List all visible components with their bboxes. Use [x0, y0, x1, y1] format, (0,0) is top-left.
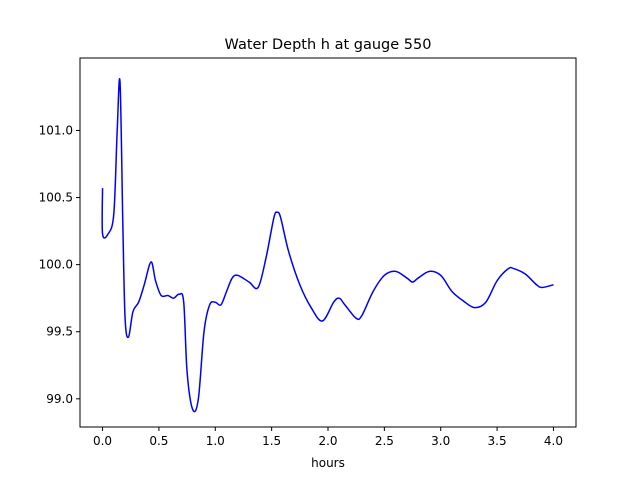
- y-tick-label: 100.5: [39, 191, 73, 205]
- y-tick-label: 100.0: [39, 258, 73, 272]
- y-tick-label: 99.0: [46, 392, 73, 406]
- plot-data-layer: [101, 78, 554, 413]
- series-line-0: [101, 78, 554, 413]
- x-tick-label: 4.0: [544, 434, 563, 448]
- x-axis-label: hours: [311, 456, 345, 470]
- y-tick-label: 101.0: [39, 123, 73, 137]
- x-tick-label: 3.5: [488, 434, 507, 448]
- y-tick-label: 99.5: [46, 325, 73, 339]
- x-tick-label: 1.0: [206, 434, 225, 448]
- x-tick-label: 3.0: [431, 434, 450, 448]
- x-tick-label: 2.5: [375, 434, 394, 448]
- x-tick-label: 1.5: [262, 434, 281, 448]
- chart-title: Water Depth h at gauge 550: [225, 37, 432, 53]
- x-tick-label: 2.0: [318, 434, 337, 448]
- x-tick-label: 0.5: [149, 434, 168, 448]
- axes-layer: 0.0 0.5 1.0 1.5 2.0 2.5 3.0 3.5 4.0 99.0 99.5 100.0…: [39, 57, 577, 448]
- x-tick-label: 0.0: [93, 434, 112, 448]
